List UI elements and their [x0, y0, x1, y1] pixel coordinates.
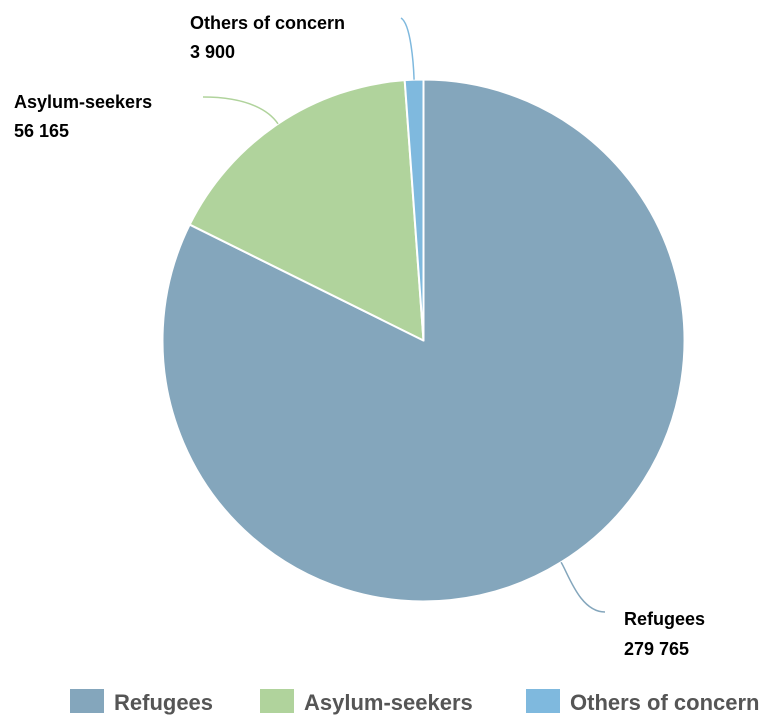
pie-slice-asylum-seekers[interactable]	[188, 79, 425, 342]
pie-slices	[161, 78, 686, 603]
pie-slice-refugees[interactable]	[161, 78, 686, 603]
legend-item-others-of-concern[interactable]: Others of concern	[526, 689, 759, 715]
legend-swatch-others-of-concern	[526, 689, 560, 713]
slice-label-refugees-value: 279 765	[624, 639, 689, 659]
legend-label-others-of-concern: Others of concern	[570, 690, 759, 715]
label-connectors	[202, 17, 606, 613]
slice-label-asylum-seekers: Asylum-seekers 56 165	[14, 92, 152, 141]
legend: Refugees Asylum-seekers Others of concer…	[70, 689, 759, 715]
legend-label-refugees: Refugees	[114, 690, 213, 715]
legend-item-asylum-seekers[interactable]: Asylum-seekers	[260, 689, 473, 715]
connector-others-of-concern	[400, 17, 415, 80]
slice-label-refugees-name: Refugees	[624, 609, 705, 629]
slice-label-others-of-concern-value: 3 900	[190, 42, 235, 62]
slice-label-others-of-concern-name: Others of concern	[190, 13, 345, 33]
slice-label-refugees: Refugees 279 765	[624, 609, 705, 659]
legend-swatch-asylum-seekers	[260, 689, 294, 713]
slice-label-asylum-seekers-value: 56 165	[14, 121, 69, 141]
slice-label-asylum-seekers-name: Asylum-seekers	[14, 92, 152, 112]
connector-refugees	[560, 561, 606, 613]
legend-label-asylum-seekers: Asylum-seekers	[304, 690, 473, 715]
slice-label-others-of-concern: Others of concern 3 900	[190, 13, 345, 62]
connector-asylum-seekers	[202, 96, 279, 125]
legend-swatch-refugees	[70, 689, 104, 713]
legend-item-refugees[interactable]: Refugees	[70, 689, 213, 715]
